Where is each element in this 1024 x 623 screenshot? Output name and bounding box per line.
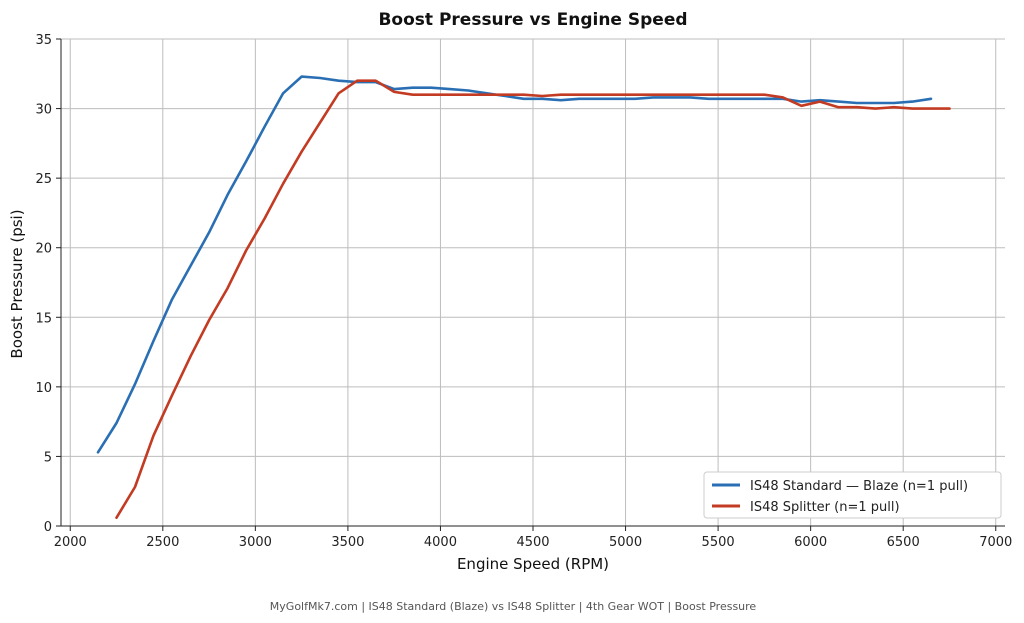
y-tick-label: 5 [44, 450, 52, 465]
y-tick-label: 25 [35, 172, 52, 187]
x-tick-label: 7000 [979, 535, 1012, 550]
x-axis-label: Engine Speed (RPM) [457, 555, 609, 573]
axes-layer [56, 38, 1005, 531]
series-line-splitter [115, 79, 951, 520]
x-tick-label: 4000 [424, 535, 457, 550]
y-tick-label: 35 [35, 33, 52, 48]
x-tick-labels: 2000 2500 3000 3500 4000 4500 5000 5500 6000 6500… [54, 535, 1013, 550]
legend: IS48 Standard — Blaze (n=1 pull) IS48 Sp… [703, 471, 1002, 519]
y-tick-label: 15 [35, 311, 52, 326]
chart-title: Boost Pressure vs Engine Speed [378, 10, 687, 30]
x-tick-label: 5500 [702, 535, 735, 550]
x-tick-label: 2000 [54, 535, 87, 550]
series-layer [96, 75, 951, 520]
x-tick-label: 6000 [794, 535, 827, 550]
y-axis-label: Boost Pressure (psi) [8, 209, 26, 358]
y-tick-labels: 0 5 10 15 20 25 30 35 [35, 33, 52, 535]
series-line-standard [96, 75, 933, 454]
x-tick-label: 3000 [239, 535, 272, 550]
footer-caption: MyGolfMk7.com | IS48 Standard (Blaze) vs… [270, 600, 757, 613]
legend-box [703, 471, 1002, 519]
x-tick-label: 3500 [331, 535, 364, 550]
y-tick-label: 0 [44, 520, 52, 535]
legend-label-splitter: IS48 Splitter (n=1 pull) [750, 500, 900, 515]
x-tick-label: 4500 [516, 535, 549, 550]
y-tick-label: 20 [35, 242, 52, 257]
y-tick-label: 30 [35, 103, 52, 118]
x-tick-label: 2500 [146, 535, 179, 550]
x-tick-label: 6500 [887, 535, 920, 550]
legend-label-standard: IS48 Standard — Blaze (n=1 pull) [750, 479, 968, 494]
x-tick-label: 5000 [609, 535, 642, 550]
y-tick-label: 10 [35, 381, 52, 396]
grid-layer [61, 38, 1005, 527]
